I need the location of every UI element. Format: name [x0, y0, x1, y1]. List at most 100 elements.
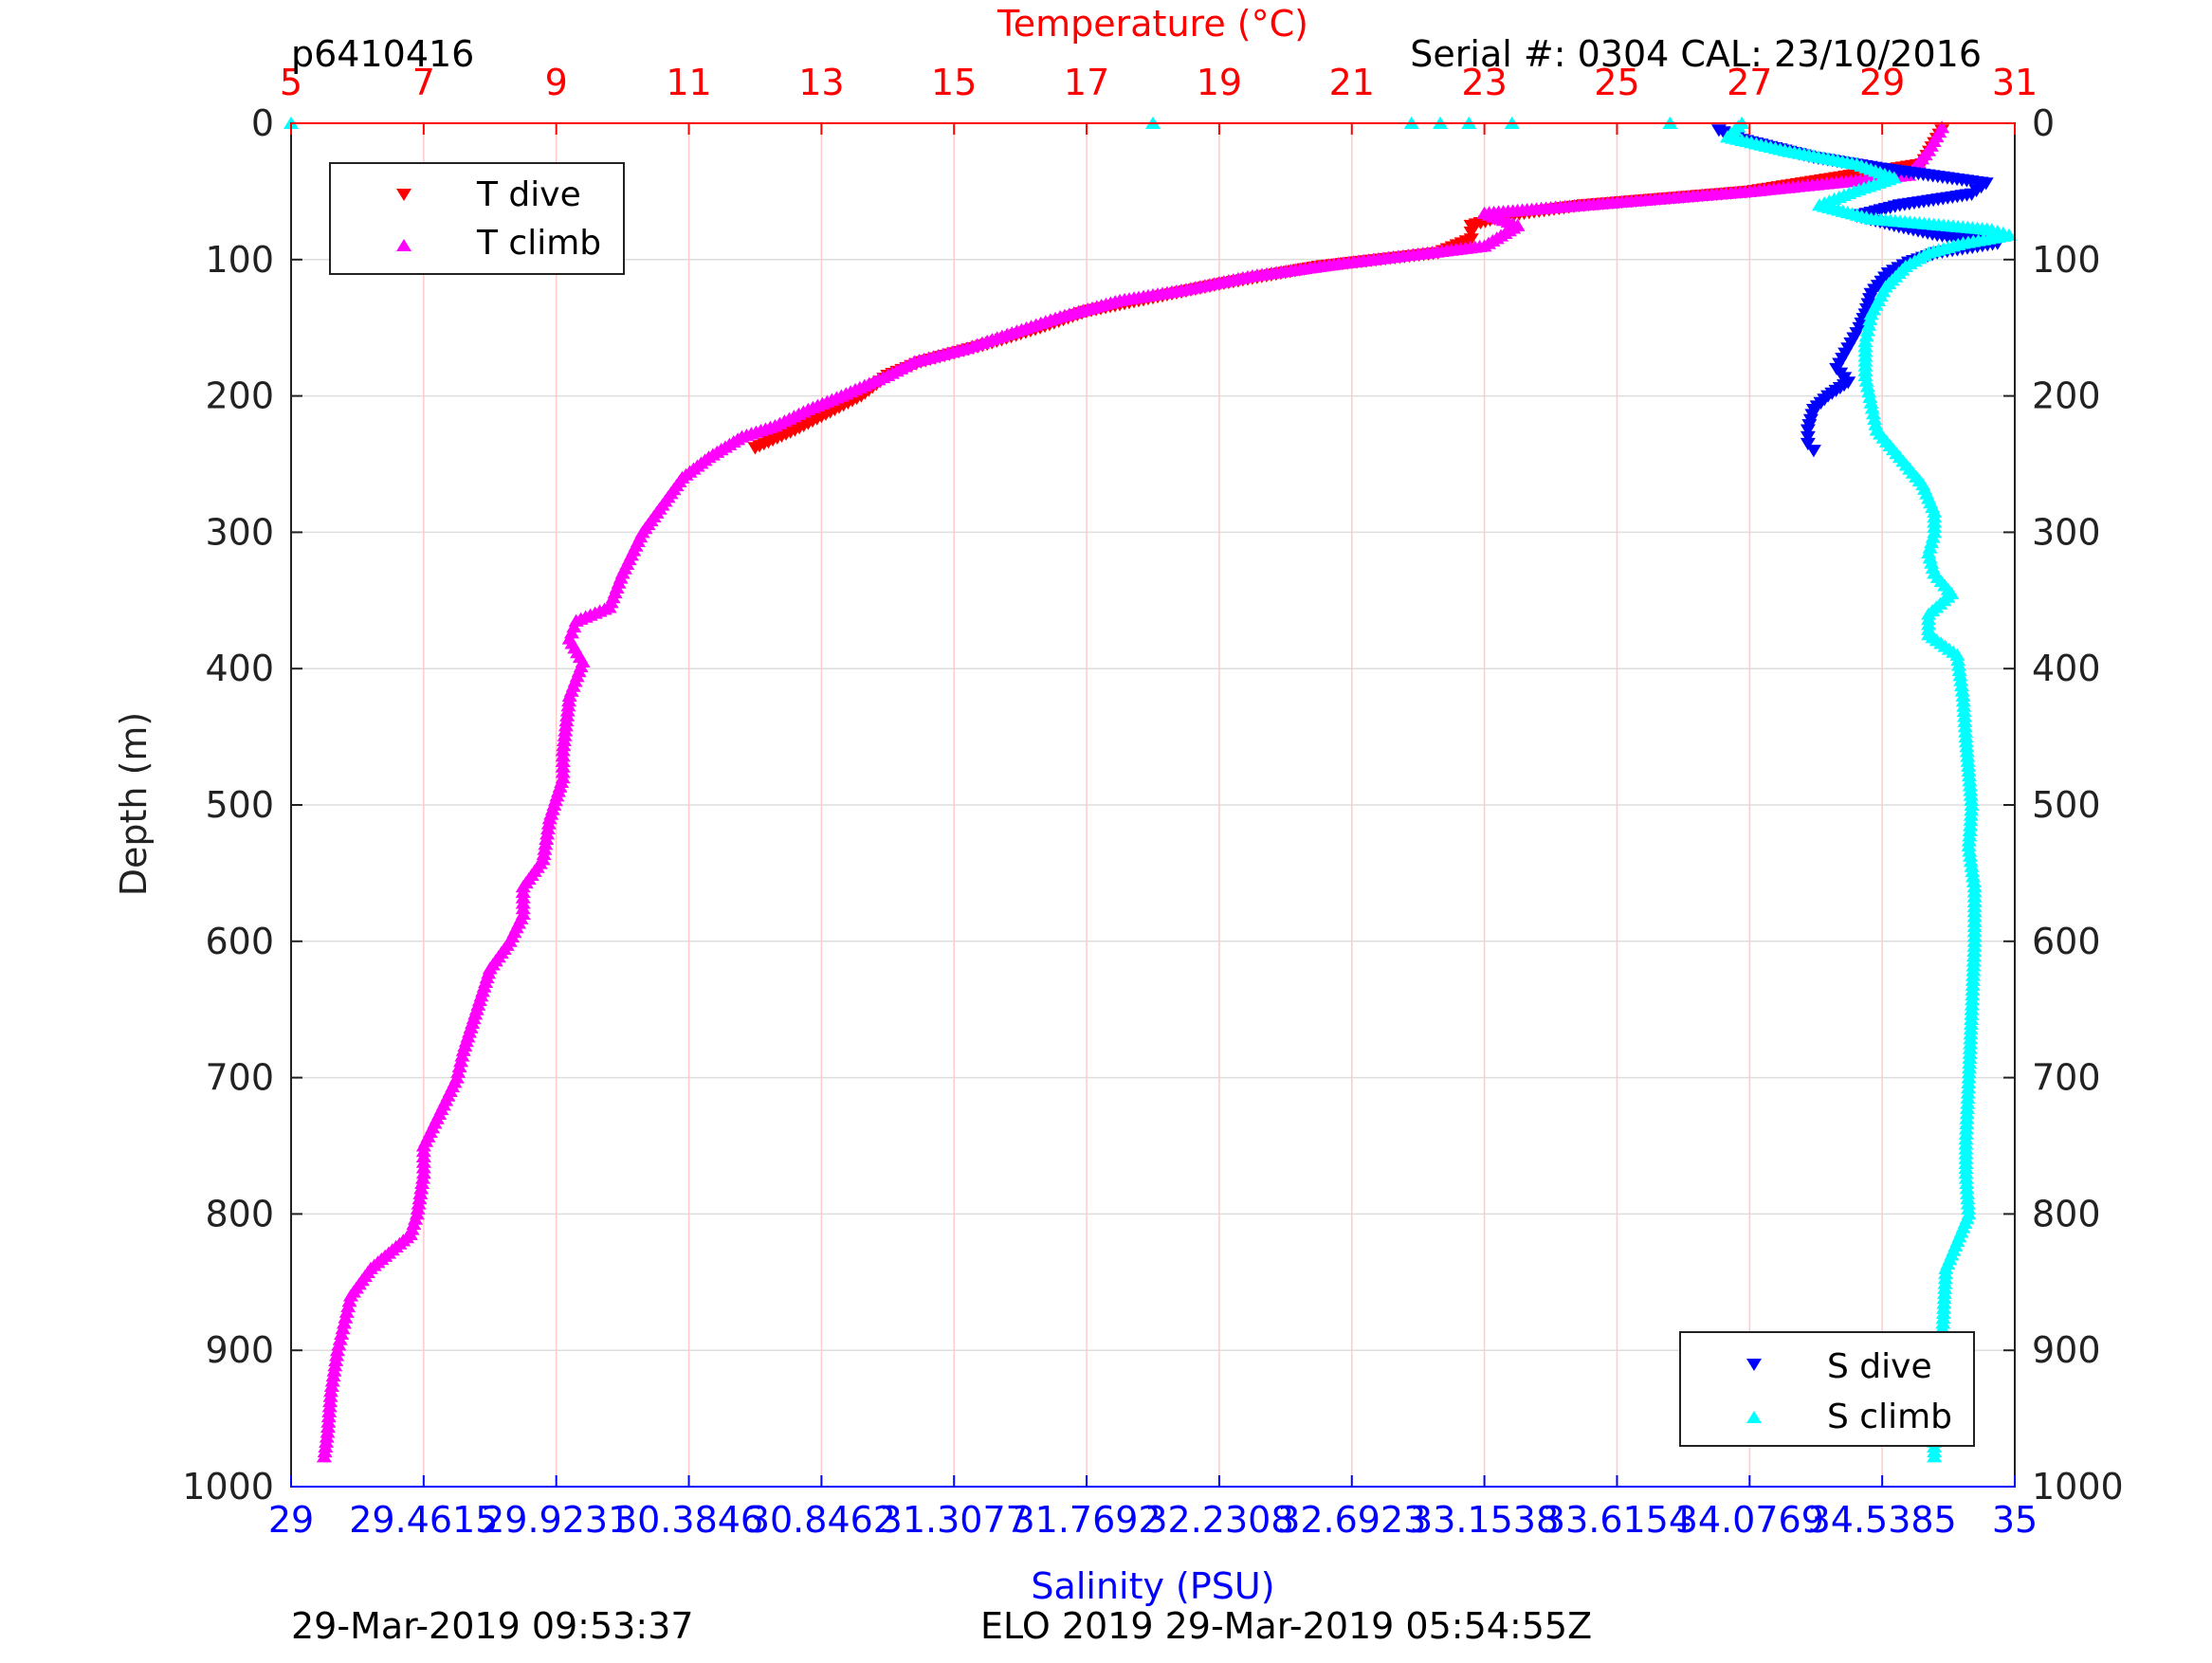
- s-climb-point: [1857, 368, 1874, 382]
- t-climb-point: [539, 827, 556, 840]
- t-climb-point: [412, 1186, 429, 1199]
- s-climb-point: [1952, 668, 1968, 682]
- depth-tick-label-right: 500: [2032, 784, 2101, 826]
- t-climb-point: [541, 812, 558, 825]
- temperature-tick-label: 15: [931, 62, 977, 103]
- t-climb-point: [340, 1299, 356, 1313]
- depth-tick-label-right: 900: [2032, 1329, 2101, 1371]
- depth-tick-label-left: 800: [205, 1193, 274, 1234]
- footer-timestamp: 29-Mar-2019 09:53:37: [291, 1605, 694, 1647]
- legend-salinity: S dive S climb: [1679, 1331, 1975, 1447]
- s-dive-point: [1800, 430, 1816, 444]
- salinity-tick-label: 32.2308: [1144, 1499, 1293, 1541]
- salinity-tick-label: 35: [1992, 1499, 2038, 1541]
- depth-tick-label-left: 200: [205, 375, 274, 417]
- salinity-tick-label: 34.5385: [1808, 1499, 1957, 1541]
- s-climb-point: [1950, 658, 1966, 671]
- t-climb-point: [331, 1338, 347, 1351]
- s-climb-point: [1863, 307, 1879, 320]
- depth-tick-label-right: 0: [2032, 102, 2055, 144]
- s-climb-point: [1963, 849, 1979, 862]
- t-climb-point: [325, 1368, 341, 1382]
- t-climb-point: [332, 1332, 348, 1345]
- series-t-climb: [316, 120, 1950, 1463]
- s-climb-point: [1867, 411, 1883, 426]
- s-climb-point: [1962, 844, 1978, 857]
- t-climb-point: [414, 1176, 430, 1190]
- depth-tick-label-left: 400: [205, 648, 274, 689]
- s-climb-point: [1965, 874, 1982, 887]
- s-climb-point: [1868, 417, 1884, 430]
- temperature-tick-label: 23: [1461, 62, 1507, 103]
- t-climb-point: [453, 1054, 469, 1068]
- salinity-tick-label: 33.1538: [1410, 1499, 1559, 1541]
- s-climb-point: [1961, 838, 1977, 852]
- top-axis-label: Temperature (°C): [996, 3, 1308, 45]
- temperature-tick-label: 13: [798, 62, 844, 103]
- temperature-tick-label: 7: [412, 62, 435, 103]
- t-climb-point: [451, 1059, 467, 1073]
- depth-tick-label-right: 200: [2032, 375, 2101, 417]
- t-climb-point: [537, 842, 553, 855]
- t-climb-point: [323, 1379, 339, 1392]
- salinity-tick-label: 34.0769: [1675, 1499, 1824, 1541]
- legend-temperature: T dive T climb: [329, 162, 625, 275]
- s-climb-point: [1953, 678, 1969, 692]
- legend-salinity-box: [1679, 1331, 1975, 1447]
- temperature-tick-label: 21: [1329, 62, 1375, 103]
- s-dive-point: [1805, 445, 1821, 458]
- depth-tick-label-right: 600: [2032, 921, 2101, 962]
- legend-s-dive-label: S dive: [1827, 1347, 1932, 1386]
- depth-tick-label-left: 300: [205, 511, 274, 553]
- t-climb-point: [338, 1305, 355, 1318]
- t-climb-point: [335, 1321, 351, 1335]
- t-climb-point: [414, 1171, 430, 1184]
- salinity-tick-label: 30.3846: [614, 1499, 763, 1541]
- s-climb-point: [1949, 648, 1965, 661]
- s-climb-point: [1953, 673, 1969, 686]
- footer-mission-text: ELO 2019 29-Mar-2019 05:54:55Z: [980, 1605, 1592, 1647]
- salinity-tick-label: 29.9231: [482, 1499, 631, 1541]
- t-climb-point: [334, 1326, 350, 1340]
- salinity-tick-label: 29.4615: [349, 1499, 498, 1541]
- bottom-axis-label: Salinity (PSU): [1031, 1565, 1274, 1607]
- t-climb-point: [411, 1197, 427, 1210]
- t-climb-point: [329, 1343, 345, 1357]
- depth-tick-label-left: 100: [205, 239, 274, 281]
- series-s-climb: [283, 116, 2017, 1463]
- salinity-tick-label: 33.6154: [1543, 1499, 1691, 1541]
- s-climb-point: [1862, 390, 1878, 404]
- temperature-tick-label: 5: [280, 62, 302, 103]
- t-climb-point: [324, 1374, 340, 1387]
- temperature-tick-label: 27: [1727, 62, 1772, 103]
- t-dive-point: [747, 442, 763, 455]
- s-climb-point: [1861, 385, 1877, 398]
- salinity-tick-label: 31.7692: [1012, 1499, 1161, 1541]
- t-climb-point: [342, 1288, 358, 1302]
- legend-s-climb-marker: [1746, 1411, 1762, 1423]
- t-climb-point: [539, 832, 555, 845]
- t-climb-point: [326, 1363, 342, 1377]
- s-climb-point: [1964, 859, 1980, 872]
- s-climb-point: [1965, 864, 1981, 878]
- legend-s-climb-label: S climb: [1827, 1398, 1952, 1436]
- depth-tick-label-right: 100: [2032, 239, 2101, 281]
- y-axis-label: Depth (m): [113, 712, 155, 897]
- temperature-tick-label: 9: [545, 62, 568, 103]
- s-dive-point: [1800, 424, 1816, 437]
- s-climb-point: [1954, 684, 1970, 697]
- s-climb-point: [1858, 374, 1874, 387]
- t-climb-point: [454, 1049, 470, 1062]
- temperature-tick-label: 11: [666, 62, 711, 103]
- data-layer: [283, 116, 2017, 1463]
- salinity-tick-label: 29: [268, 1499, 314, 1541]
- legend-s-dive-marker: [1746, 1359, 1762, 1371]
- s-climb-point: [1963, 854, 1979, 868]
- s-climb-point: [1862, 312, 1878, 326]
- s-climb-point: [1865, 407, 1881, 420]
- legend-t-dive-marker: [396, 189, 411, 201]
- s-climb-point: [1950, 653, 1966, 667]
- t-climb-point: [336, 1316, 352, 1329]
